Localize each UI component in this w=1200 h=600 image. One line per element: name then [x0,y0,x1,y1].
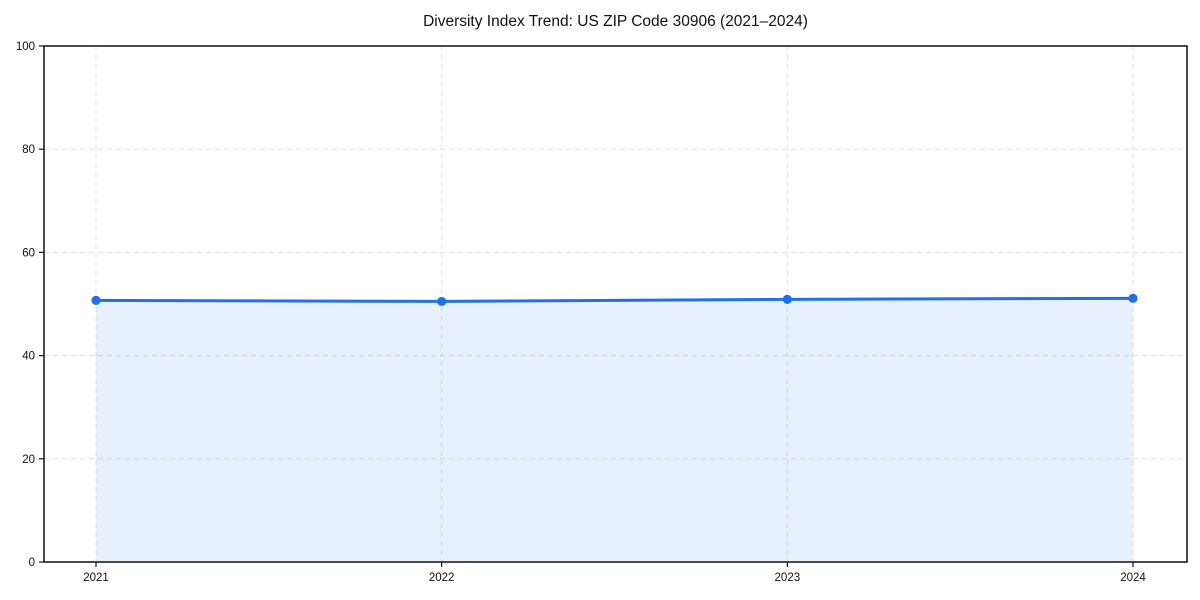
data-point-marker[interactable] [437,296,447,307]
data-point-marker[interactable] [1128,293,1138,303]
chart-title: Diversity Index Trend: US ZIP Code 30906… [423,13,808,30]
y-tick-label: 60 [22,247,35,259]
trend-line [94,296,1135,303]
plot-border [43,45,1188,563]
data-point-marker[interactable] [782,294,792,304]
y-tick-label: 0 [29,557,35,569]
x-tick-label: 2024 [1120,572,1146,584]
y-tick-label: 40 [22,351,35,363]
y-tick-label: 100 [16,41,35,53]
x-tick-label: 2023 [775,572,801,584]
area-fill [96,298,1133,562]
data-point-marker[interactable] [91,295,101,305]
y-tick-label: 80 [22,144,35,156]
x-tick-label: 2021 [83,572,109,584]
y-tick-label: 20 [22,454,35,466]
x-tick-label: 2022 [429,572,455,584]
